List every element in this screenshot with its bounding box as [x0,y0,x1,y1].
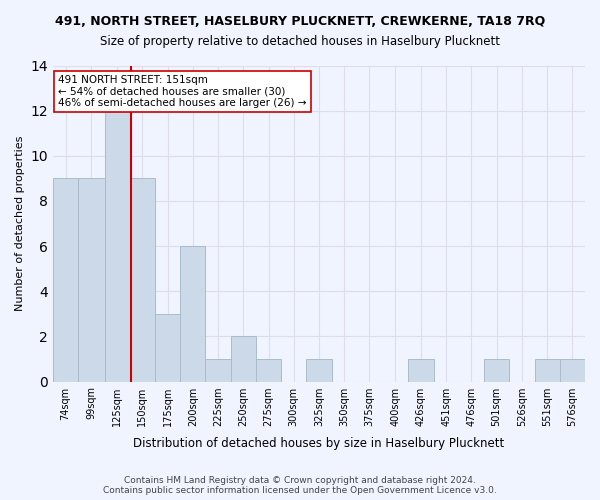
Bar [104,110,130,382]
Bar [53,178,78,382]
Text: Contains HM Land Registry data © Crown copyright and database right 2024.
Contai: Contains HM Land Registry data © Crown c… [103,476,497,495]
Text: 491 NORTH STREET: 151sqm
← 54% of detached houses are smaller (30)
46% of semi-d: 491 NORTH STREET: 151sqm ← 54% of detach… [58,75,307,108]
Bar [560,359,585,382]
Bar [155,314,180,382]
Text: Size of property relative to detached houses in Haselbury Plucknett: Size of property relative to detached ho… [100,35,500,48]
Text: 491, NORTH STREET, HASELBURY PLUCKNETT, CREWKERNE, TA18 7RQ: 491, NORTH STREET, HASELBURY PLUCKNETT, … [55,15,545,28]
Bar [130,178,155,382]
Y-axis label: Number of detached properties: Number of detached properties [15,136,25,311]
Bar [535,359,560,382]
Bar [205,359,230,382]
Bar [307,359,332,382]
X-axis label: Distribution of detached houses by size in Haselbury Plucknett: Distribution of detached houses by size … [133,437,505,450]
Bar [180,246,205,382]
Bar [484,359,509,382]
Bar [230,336,256,382]
Bar [409,359,434,382]
Bar [78,178,104,382]
Bar [256,359,281,382]
